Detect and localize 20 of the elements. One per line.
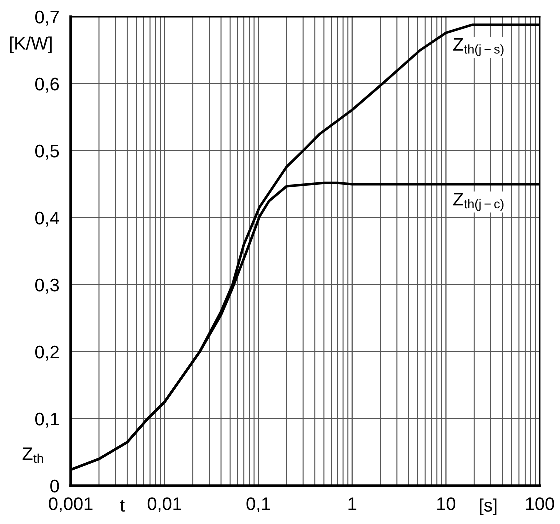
y-tick-label: 0,7 bbox=[35, 10, 59, 26]
x-tick-label: 0,001 bbox=[49, 498, 93, 513]
x-tick-label: 10 bbox=[438, 498, 456, 510]
y-axis-title: Z$_{th}$ bbox=[22, 448, 44, 464]
y-tick-label: 0,1 bbox=[35, 412, 60, 428]
series-label: Z$_{th(j−s)}$ bbox=[454, 38, 504, 56]
text: [s] bbox=[480, 498, 497, 516]
x-tick-label: 0,01 bbox=[148, 498, 182, 513]
x-tick-label: 100 bbox=[526, 498, 554, 510]
x-tick-label: 0,1 bbox=[246, 498, 270, 513]
y-tick-label: 0,6 bbox=[35, 78, 60, 93]
y-tick-label: 0 bbox=[50, 480, 60, 493]
text: [K/W] bbox=[10, 36, 52, 54]
series-label: Z$_{th(j−c)}$ bbox=[454, 193, 504, 212]
y-tick-label: 0,3 bbox=[35, 278, 60, 294]
y-tick-label: 0,4 bbox=[35, 212, 60, 227]
x-tick-label: 1 bbox=[348, 498, 357, 510]
y-tick-label: 0,2 bbox=[35, 346, 59, 361]
x-axis-title: t bbox=[120, 500, 125, 512]
y-tick-label: 0,5 bbox=[35, 144, 60, 160]
